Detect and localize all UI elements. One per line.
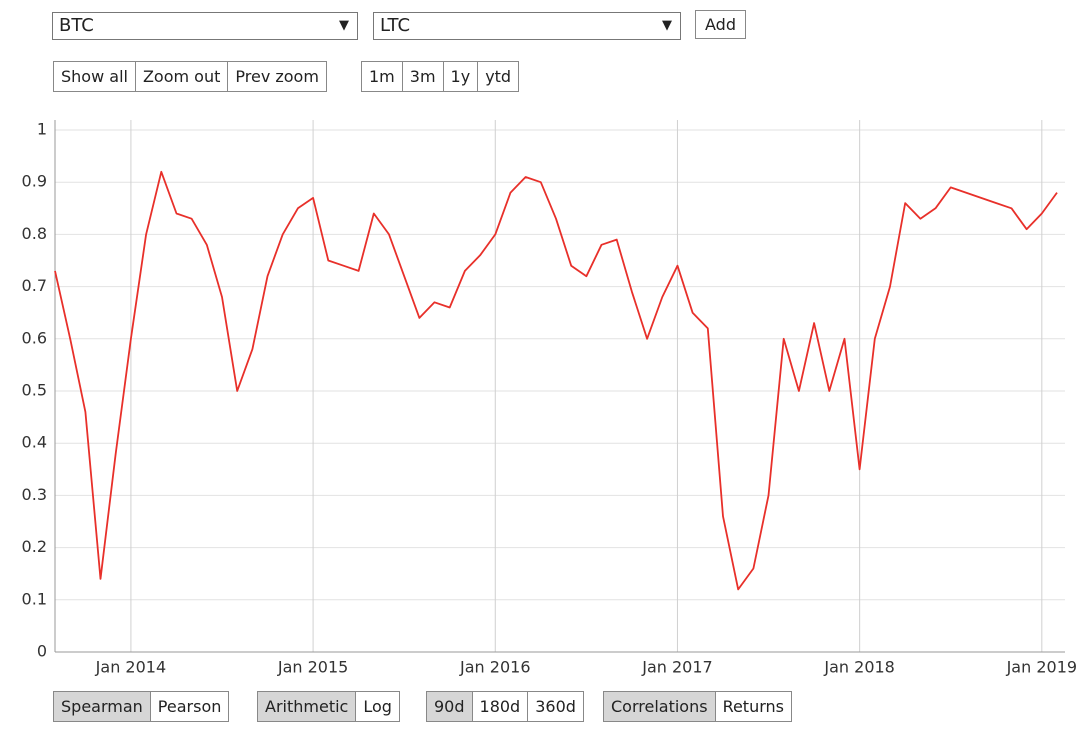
button[interactable]: Pearson	[149, 692, 229, 721]
y-tick-label: 0.2	[22, 537, 47, 556]
button-group: 1m 3m 1y ytd	[361, 61, 520, 92]
button-group: Spearman Pearson	[53, 691, 230, 722]
button[interactable]: Show all	[61, 67, 128, 86]
y-tick-label: 0.6	[22, 328, 47, 347]
x-tick-label: Jan 2015	[277, 658, 348, 677]
button[interactable]: Returns	[714, 692, 791, 721]
button[interactable]: Zoom out	[134, 62, 227, 91]
button[interactable]: Arithmetic	[258, 692, 356, 721]
button[interactable]: 1y	[442, 62, 478, 91]
dropdown-arrow: ▼	[339, 18, 349, 33]
button-group: Show all Zoom out Prev zoom	[53, 61, 327, 92]
y-tick-label: 0.9	[22, 172, 47, 191]
x-tick-label: Jan 2018	[823, 658, 894, 677]
y-tick-label: 0.1	[22, 589, 47, 608]
button[interactable]: 180d	[471, 692, 528, 721]
x-tick-label: Jan 2019	[1006, 658, 1077, 677]
y-tick-label: 0.7	[22, 276, 47, 295]
dropdown-value: LTC	[380, 15, 411, 36]
button-group: Correlations Returns	[603, 691, 792, 722]
button[interactable]: 1m	[369, 67, 395, 86]
x-tick-label: Jan 2017	[641, 658, 712, 677]
dropdown[interactable]: BTC ▼	[52, 12, 358, 40]
button[interactable]: 90d	[427, 692, 472, 721]
button-group: Add	[695, 10, 746, 39]
button-group: 90d 180d 360d	[426, 691, 584, 722]
button[interactable]: Correlations	[604, 692, 715, 721]
dropdown-value: BTC	[59, 15, 94, 36]
button[interactable]: Spearman	[54, 692, 150, 721]
y-tick-label: 1	[37, 120, 47, 139]
y-tick-label: 0.3	[22, 485, 47, 504]
y-tick-label: 0	[37, 642, 47, 661]
x-tick-label: Jan 2014	[95, 658, 166, 677]
y-tick-label: 0.8	[22, 224, 47, 243]
button[interactable]: 360d	[527, 692, 583, 721]
button[interactable]: Log	[355, 692, 399, 721]
button-group: Arithmetic Log	[257, 691, 400, 722]
dropdown[interactable]: LTC ▼	[373, 12, 681, 40]
x-tick-label: Jan 2016	[459, 658, 530, 677]
y-tick-label: 0.4	[22, 433, 47, 452]
add-button[interactable]: Add	[705, 15, 736, 34]
data-line	[54, 170, 1058, 591]
button[interactable]: Prev zoom	[227, 62, 326, 91]
button[interactable]: ytd	[477, 62, 518, 91]
y-tick-label: 0.5	[22, 381, 47, 400]
dropdown-arrow: ▼	[662, 18, 672, 33]
button[interactable]: 3m	[401, 62, 443, 91]
